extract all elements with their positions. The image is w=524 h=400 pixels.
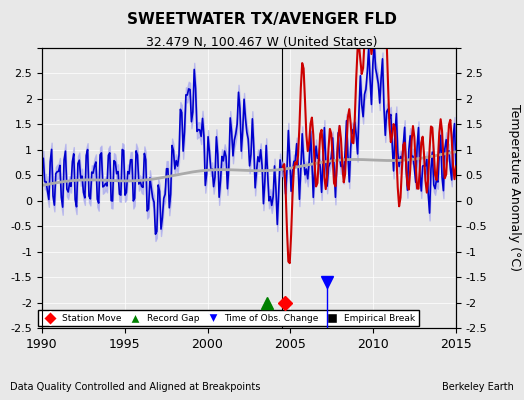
Text: Berkeley Earth: Berkeley Earth (442, 382, 514, 392)
Text: SWEETWATER TX/AVENGER FLD: SWEETWATER TX/AVENGER FLD (127, 12, 397, 27)
Text: Data Quality Controlled and Aligned at Breakpoints: Data Quality Controlled and Aligned at B… (10, 382, 261, 392)
Y-axis label: Temperature Anomaly (°C): Temperature Anomaly (°C) (508, 104, 521, 272)
Text: 32.479 N, 100.467 W (United States): 32.479 N, 100.467 W (United States) (146, 36, 378, 49)
Legend: Station Move, Record Gap, Time of Obs. Change, Empirical Break: Station Move, Record Gap, Time of Obs. C… (38, 310, 419, 326)
